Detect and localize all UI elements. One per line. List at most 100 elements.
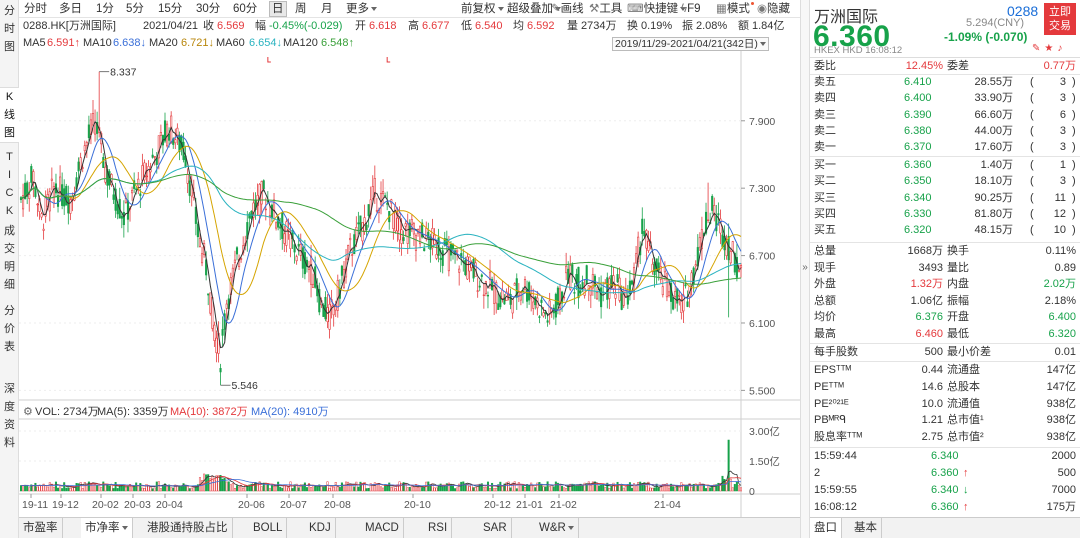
period-day[interactable]: 日: [269, 1, 287, 17]
event-marker-icon[interactable]: [267, 57, 271, 63]
volume-bar: [108, 485, 111, 492]
candle-body: [59, 176, 62, 195]
section-divider: [810, 156, 1080, 157]
event-marker-icon[interactable]: [386, 57, 391, 63]
trade-now-button[interactable]: 立即 交易: [1044, 3, 1076, 35]
fund-label-2: 流通值: [947, 397, 980, 410]
date-range-selector[interactable]: 2019/11/29-2021/04/21(342日): [612, 37, 769, 51]
candle-body: [223, 313, 226, 330]
draw-line-button[interactable]: ✎画线: [551, 2, 584, 16]
info-high: 6.677: [422, 20, 450, 32]
candle-body: [281, 212, 284, 239]
tab-boll[interactable]: BOLL: [249, 518, 288, 538]
period-month[interactable]: 月: [321, 3, 333, 15]
volume-bar: [203, 473, 206, 492]
tab-macd[interactable]: MACD: [361, 518, 404, 538]
volume-bar: [612, 482, 615, 492]
volume-bar: [447, 482, 450, 492]
panel-collapse-handle[interactable]: »: [800, 0, 810, 538]
chevron-down-icon: [497, 6, 504, 11]
volume-bar: [406, 487, 409, 492]
fund-label-2: 总股本: [947, 380, 980, 393]
volume-bar: [441, 487, 444, 492]
candle-body: [657, 262, 660, 271]
volume-bar: [22, 485, 25, 492]
stat-value: 6.460: [915, 327, 943, 340]
tab-sar[interactable]: SAR: [479, 518, 512, 538]
tab-pankou[interactable]: 盘口: [810, 518, 842, 538]
vol-tick-label: 1.50亿: [749, 455, 780, 468]
kline-chart[interactable]: 7.900 7.300 6.700 6.100 5.500 8.337 5.546 3.0…: [19, 51, 800, 517]
candle-body: [600, 287, 603, 308]
tab-pe[interactable]: 市盈率: [19, 518, 63, 538]
candle-body: [503, 297, 506, 305]
period-15min[interactable]: 15分: [158, 3, 183, 15]
hide-button[interactable]: ◉隐藏: [757, 2, 790, 16]
period-multiday[interactable]: 多日: [59, 3, 82, 15]
volume-bar: [482, 487, 485, 492]
tab-price-table[interactable]: 分价表: [0, 302, 19, 356]
shortcut-button[interactable]: ⌨快捷键: [627, 2, 687, 16]
candle-body: [579, 290, 582, 294]
tab-wr[interactable]: W&R: [535, 518, 579, 538]
period-5min[interactable]: 5分: [126, 3, 144, 15]
period-week[interactable]: 周: [295, 3, 307, 15]
volume-bar: [219, 475, 222, 492]
candle-body: [581, 282, 584, 289]
pencil-icon: ✎: [551, 3, 561, 15]
mode-button[interactable]: ▦模式: [716, 2, 754, 16]
candle-body: [22, 195, 25, 210]
tab-rsi[interactable]: RSI: [424, 518, 453, 538]
ask-volume: 33.90万: [974, 92, 1013, 105]
tab-basic[interactable]: 基本: [850, 518, 882, 538]
fuquan-button[interactable]: 前复权: [461, 2, 504, 16]
order-count-paren: (: [1030, 175, 1034, 188]
tab-depth[interactable]: 深度资料: [0, 380, 19, 452]
edit-icon[interactable]: ✎: [1032, 43, 1045, 54]
period-30min[interactable]: 30分: [196, 3, 221, 15]
volume-bar: [657, 487, 660, 492]
period-60min[interactable]: 60分: [233, 3, 258, 15]
volume-bar: [295, 483, 298, 492]
star-icon[interactable]: ★: [1044, 43, 1058, 54]
fund-value-2: 147亿: [1046, 364, 1076, 376]
vtab-char: K: [5, 205, 14, 217]
period-more-label: 更多: [346, 3, 369, 15]
tab-detail[interactable]: 成交明细: [0, 222, 19, 294]
volume-bar: [692, 484, 695, 492]
tools-button[interactable]: ⚒工具: [589, 2, 622, 16]
overlay-button[interactable]: 超级叠加: [507, 2, 561, 16]
candle-body: [717, 213, 720, 216]
candle-body: [285, 221, 288, 246]
fund-value: 1.21: [921, 414, 943, 427]
bell-icon[interactable]: ♪: [1057, 43, 1067, 54]
period-fenshi[interactable]: 分时: [24, 3, 47, 15]
candle-body: [28, 194, 31, 199]
tab-connect-holding[interactable]: 港股通持股占比: [143, 518, 233, 538]
tab-kdj[interactable]: KDJ: [305, 518, 336, 538]
period-more[interactable]: 更多: [346, 2, 377, 16]
period-1min[interactable]: 1分: [96, 3, 114, 15]
f9-button[interactable]: ϟF9: [681, 2, 701, 16]
order-count-paren: (: [1030, 76, 1034, 88]
bid-volume: 1.40万: [980, 159, 1013, 171]
candle-body: [456, 249, 459, 253]
chevron-down-icon: [121, 525, 128, 530]
volume-bar: [131, 487, 134, 492]
volume-bar: [196, 484, 199, 492]
quote-panel-tabs: 盘口 基本: [810, 517, 1080, 538]
candle-body: [721, 234, 724, 247]
candle-body: [523, 279, 527, 290]
info-amp-label: 幅: [255, 20, 266, 32]
tab-fenshi[interactable]: 分时图: [0, 2, 19, 56]
candle-body: [32, 171, 35, 185]
candle-body: [30, 166, 33, 183]
volume-bar: [184, 485, 187, 492]
ask-label: 卖二: [814, 124, 836, 137]
candle-body: [665, 272, 668, 298]
candle-body: [359, 215, 362, 232]
tab-pb[interactable]: 市净率: [81, 518, 133, 538]
volume-settings-icon[interactable]: ⚙: [23, 406, 33, 418]
